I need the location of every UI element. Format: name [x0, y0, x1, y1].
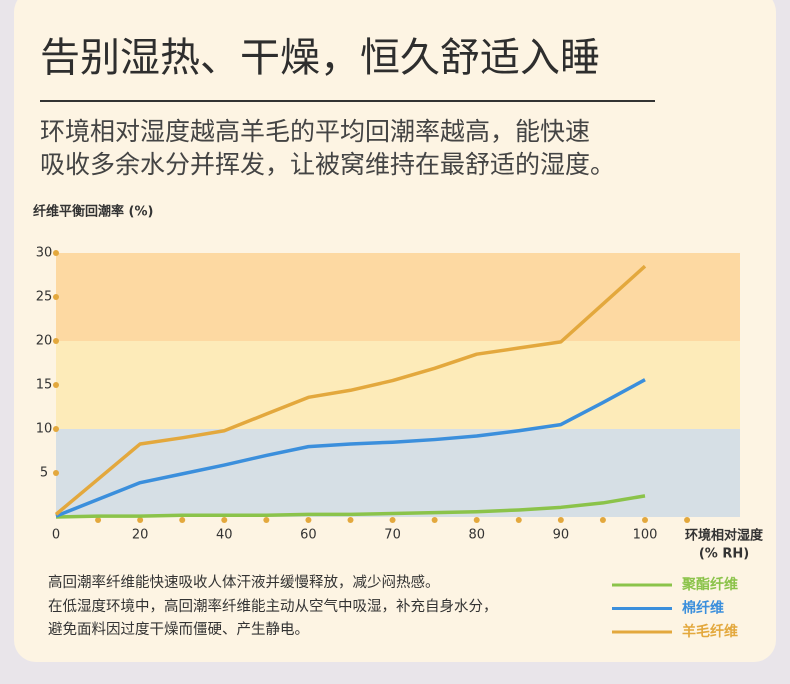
- x-tick-dot: [221, 517, 228, 523]
- y-axis-label: 纤维平衡回潮率 (%): [33, 204, 153, 220]
- x-tick-label: 20: [132, 528, 149, 543]
- x-tick-dot: [305, 517, 312, 523]
- subtitle: 吸收多余水分并挥发，让被窝维持在最舒适的湿度。: [40, 150, 615, 179]
- x-tick-label: 90: [553, 528, 570, 543]
- band: [56, 253, 740, 341]
- band: [56, 341, 740, 429]
- y-tick-label: 15: [36, 378, 53, 393]
- y-tick-dot: [53, 294, 59, 300]
- y-tick-dot: [53, 470, 59, 476]
- legend-label: 聚酯纤维: [681, 576, 738, 593]
- note: 高回潮率纤维能快速吸收人体汗液并缓慢释放，减少闷热感。: [48, 574, 440, 591]
- x-tick-dot: [515, 517, 522, 523]
- x-tick-label: 100: [633, 528, 658, 543]
- y-tick-label: 10: [36, 422, 53, 437]
- series-line: [54, 264, 647, 516]
- x-tick-label: 0: [52, 528, 60, 543]
- x-tick-dot: [137, 517, 144, 523]
- y-tick-label: 5: [40, 466, 48, 481]
- x-tick-dot: [642, 517, 648, 523]
- x-tick-label: 60: [300, 528, 317, 543]
- x-tick-dot: [599, 517, 606, 523]
- x-tick-label: 80: [468, 528, 485, 543]
- x-tick-dot: [347, 517, 354, 523]
- y-tick-dot: [53, 382, 59, 388]
- x-axis-label: 环境相对湿度: [685, 528, 764, 544]
- band: [56, 429, 740, 517]
- series-line: [55, 378, 646, 518]
- x-tick-dot: [431, 517, 438, 523]
- x-tick-dot: [473, 517, 480, 523]
- legend-label: 棉纤维: [682, 600, 724, 617]
- x-tick-dot: [263, 517, 270, 523]
- x-tick-dot: [557, 517, 564, 523]
- x-tick-dot: [179, 517, 186, 523]
- subtitle: 环境相对湿度越高羊毛的平均回潮率越高，能快速: [40, 117, 590, 146]
- x-axis-label: (% RH): [699, 547, 749, 562]
- x-tick-dot: [95, 517, 102, 523]
- series-line: [55, 494, 646, 519]
- y-tick-dot: [53, 338, 59, 344]
- note: 在低湿度环境中，高回潮率纤维能主动从空气中吸湿，补充自身水分，: [48, 597, 498, 615]
- x-tick-label: 70: [384, 528, 401, 543]
- y-tick-dot: [53, 426, 59, 432]
- title: 告别湿热、干燥，恒久舒适入睡: [40, 35, 600, 81]
- y-tick-dot: [53, 250, 59, 256]
- y-tick-label: 25: [36, 290, 53, 305]
- legend-label: 羊毛纤维: [682, 623, 738, 640]
- x-tick-dot: [684, 517, 691, 523]
- y-tick-label: 20: [36, 334, 53, 349]
- y-tick-label: 30: [36, 246, 53, 261]
- x-tick-label: 40: [216, 528, 233, 543]
- note: 避免面料因过度干燥而僵硬、产生静电。: [48, 621, 309, 638]
- x-tick-dot: [389, 517, 396, 523]
